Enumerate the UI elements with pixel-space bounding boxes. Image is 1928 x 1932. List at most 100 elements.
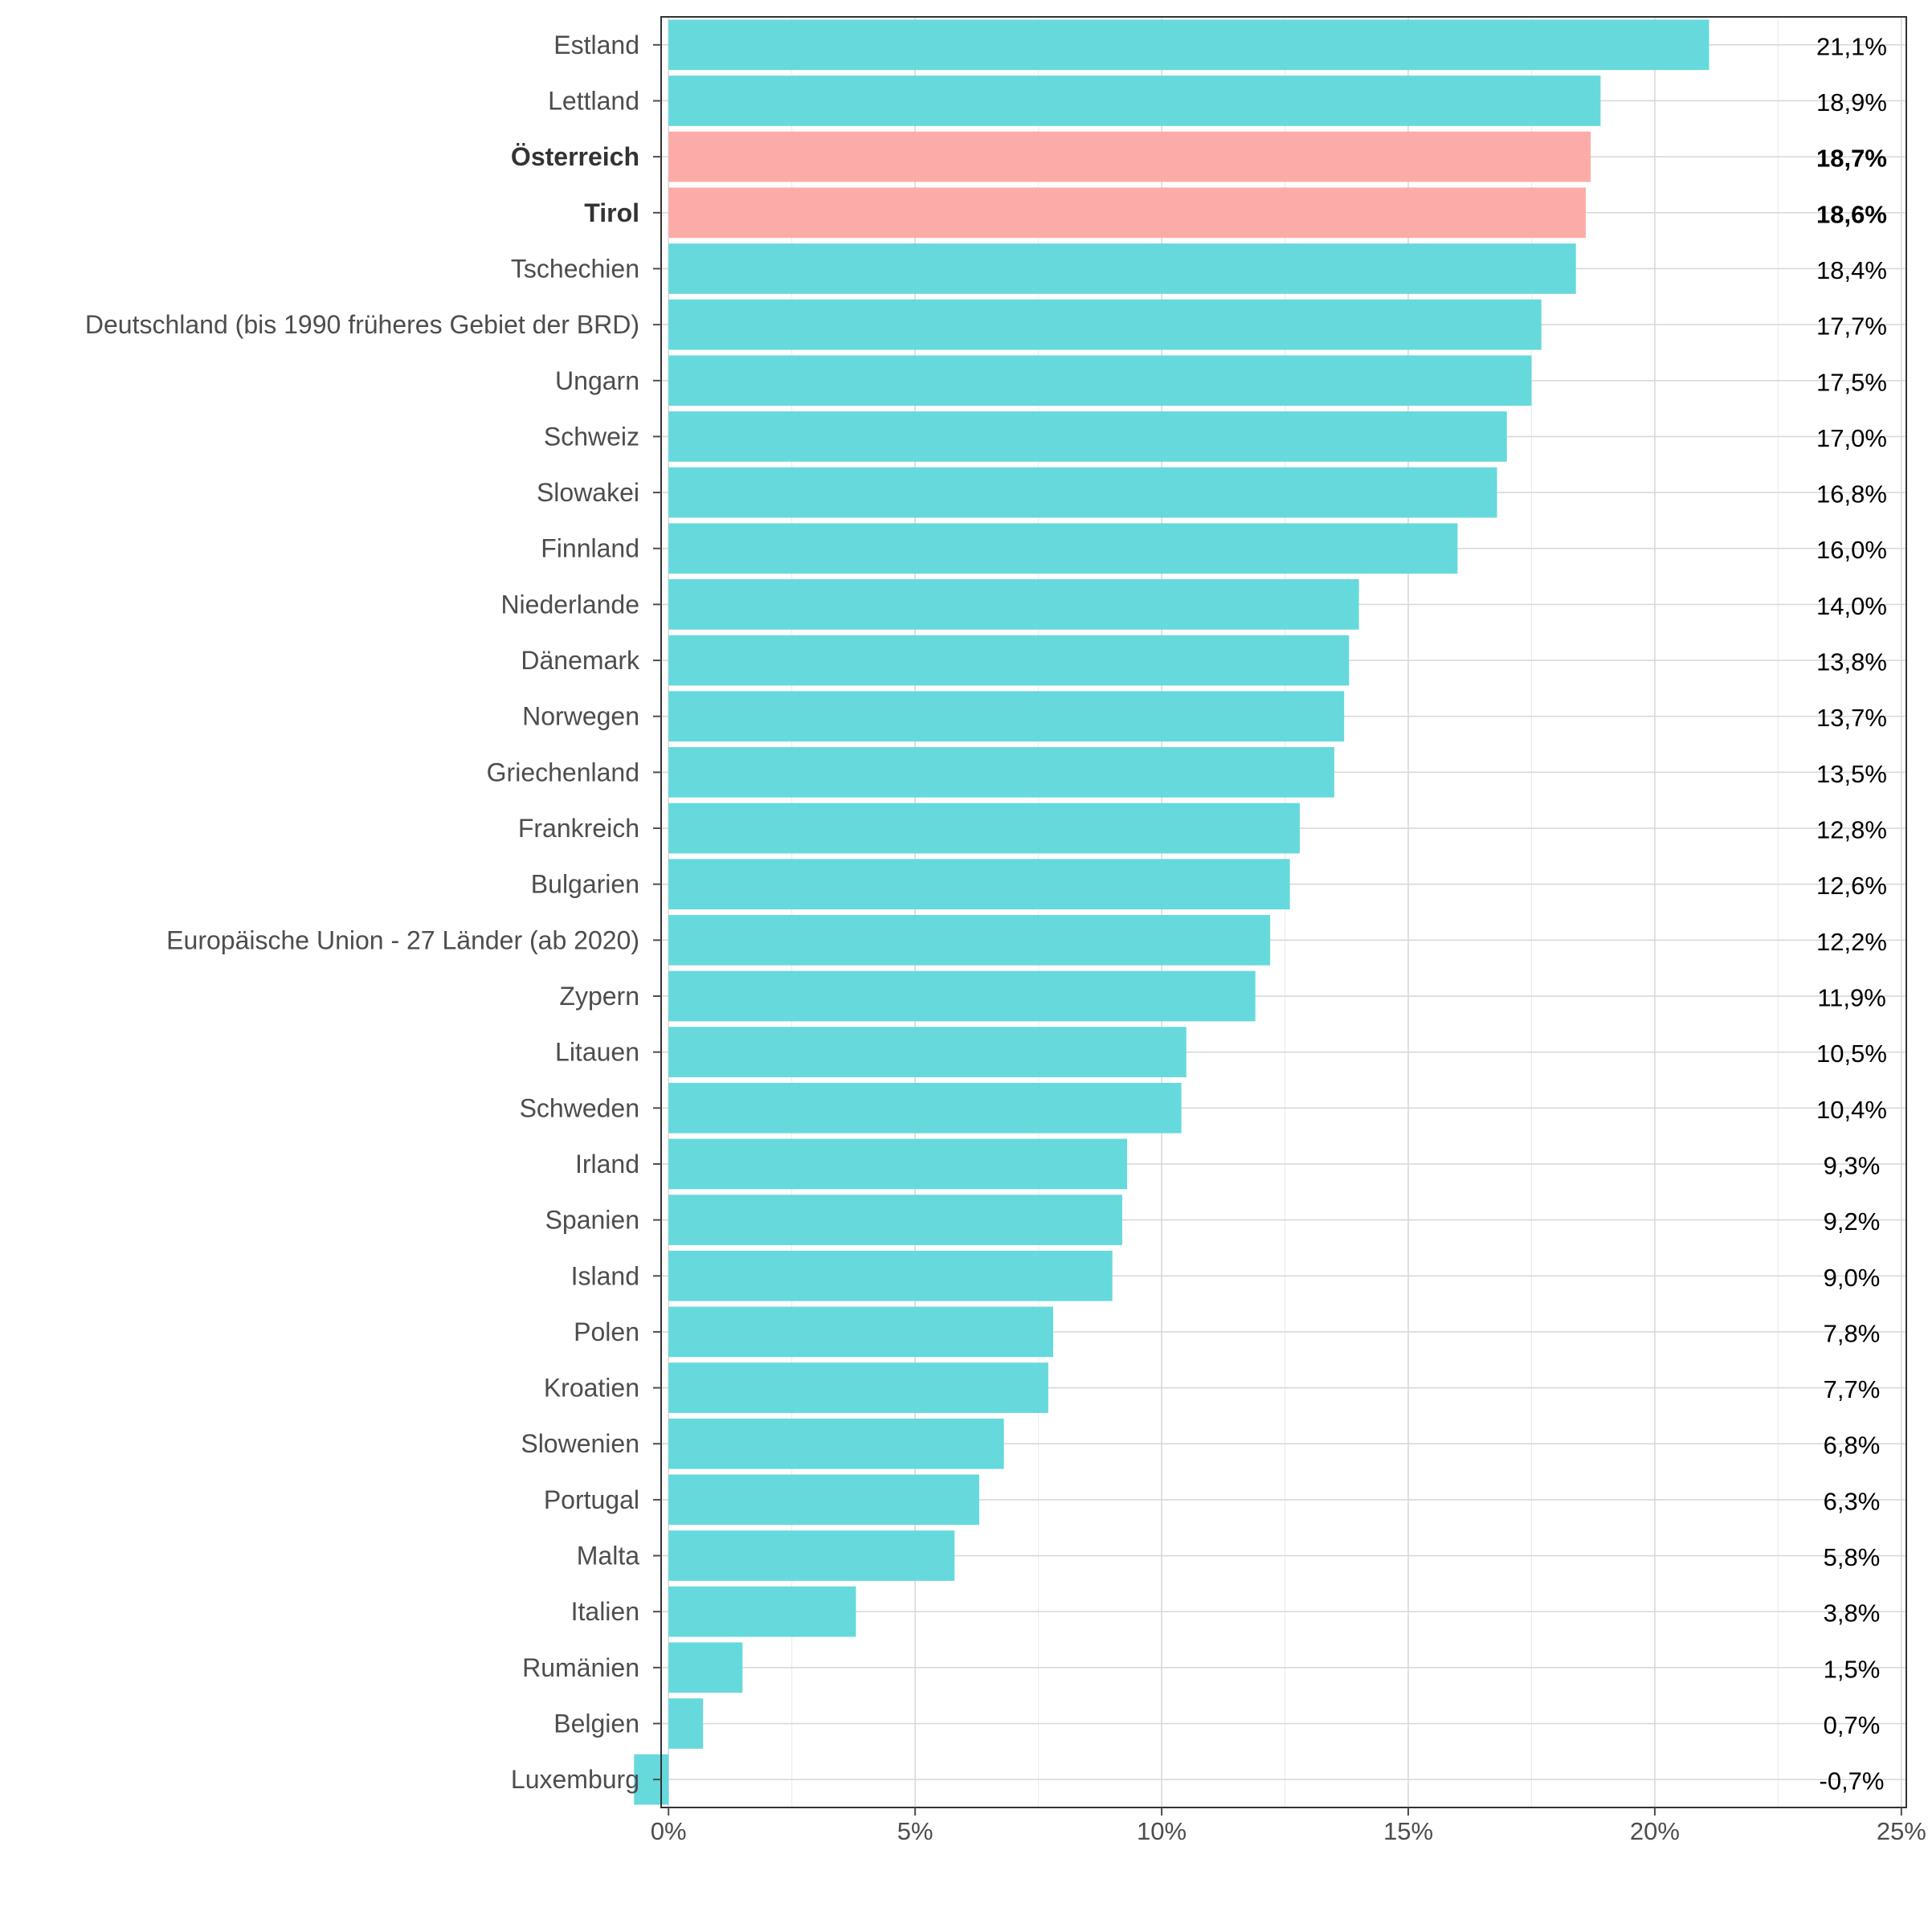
- value-label: 9,2%: [1824, 1207, 1881, 1236]
- bar: [668, 747, 1334, 798]
- value-label: 9,3%: [1824, 1151, 1881, 1179]
- value-label: 18,7%: [1816, 145, 1887, 173]
- axis-layer: 0% 5% 10% 15% 20% 25%: [651, 43, 1926, 1845]
- value-label: 13,7%: [1816, 704, 1887, 732]
- value-label: 17,0%: [1816, 424, 1887, 452]
- bar: [668, 131, 1591, 182]
- value-label: 16,8%: [1816, 480, 1887, 509]
- x-tick-label: 0%: [651, 1817, 687, 1845]
- value-layer: 21,1% 18,9% 18,7% 18,6% 18,4% 17,7% 17,5% 17,0%…: [1816, 32, 1887, 1795]
- value-label: -0,7%: [1820, 1767, 1885, 1795]
- category-label: Polen: [574, 1317, 639, 1346]
- value-label: 5,8%: [1824, 1543, 1881, 1571]
- value-label: 3,8%: [1824, 1599, 1881, 1628]
- x-tick-label: 20%: [1630, 1817, 1680, 1845]
- x-tick-label: 15%: [1383, 1817, 1433, 1845]
- category-label: Belgien: [553, 1709, 639, 1738]
- bar: [668, 859, 1290, 910]
- bar: [668, 635, 1350, 686]
- category-label: Niederlande: [500, 590, 639, 619]
- category-label: Österreich: [511, 142, 639, 171]
- category-label: Finnland: [541, 534, 639, 563]
- bar: [668, 467, 1497, 518]
- bar: [668, 1530, 955, 1581]
- bar: [668, 1138, 1128, 1190]
- value-label: 18,4%: [1816, 256, 1887, 284]
- bar: [668, 914, 1271, 966]
- label-layer: Estland Lettland Österreich Tirol Tschechien…: [85, 31, 640, 1794]
- bar: [668, 970, 1256, 1022]
- bar-layer: [634, 19, 1709, 1805]
- category-label: Irland: [575, 1150, 639, 1178]
- category-label: Dänemark: [521, 646, 640, 675]
- bar: [668, 1474, 979, 1526]
- category-label: Tirol: [584, 198, 639, 227]
- category-label: Europäische Union - 27 Länder (ab 2020): [166, 925, 639, 954]
- value-label: 13,8%: [1816, 648, 1887, 676]
- category-label: Spanien: [545, 1206, 639, 1235]
- value-label: 1,5%: [1824, 1655, 1881, 1683]
- category-label: Kroatien: [544, 1374, 639, 1403]
- value-label: 12,2%: [1816, 928, 1887, 956]
- x-tick-label: 5%: [897, 1817, 933, 1845]
- category-label: Slowakei: [537, 478, 639, 507]
- value-label: 6,3%: [1824, 1487, 1881, 1515]
- category-label: Deutschland (bis 1990 früheres Gebiet de…: [85, 310, 639, 339]
- x-tick-label: 25%: [1877, 1817, 1926, 1845]
- value-label: 10,5%: [1816, 1040, 1887, 1068]
- value-label: 6,8%: [1824, 1432, 1881, 1460]
- value-label: 21,1%: [1816, 32, 1887, 60]
- category-label: Luxemburg: [511, 1765, 639, 1794]
- bar: [668, 1418, 1004, 1469]
- value-label: 12,6%: [1816, 872, 1887, 900]
- bar: [668, 19, 1709, 71]
- value-label: 14,0%: [1816, 592, 1887, 620]
- category-label: Malta: [577, 1542, 639, 1571]
- category-label: Estland: [553, 31, 639, 59]
- value-label: 17,7%: [1816, 312, 1887, 341]
- bar: [668, 803, 1300, 854]
- value-label: 16,0%: [1816, 536, 1887, 564]
- bar: [668, 1642, 743, 1693]
- category-label: Island: [571, 1261, 639, 1290]
- bar: [668, 243, 1576, 294]
- category-label: Italien: [571, 1597, 639, 1626]
- category-label: Ungarn: [555, 366, 639, 395]
- bar: [668, 411, 1507, 462]
- category-label: Zypern: [559, 982, 639, 1011]
- value-label: 12,8%: [1816, 816, 1887, 844]
- category-label: Norwegen: [522, 702, 639, 731]
- bar: [668, 76, 1601, 126]
- bar: [668, 579, 1359, 630]
- value-label: 11,9%: [1817, 983, 1886, 1011]
- category-label: Griechenland: [487, 758, 639, 786]
- bar: [668, 1250, 1113, 1301]
- value-label: 18,6%: [1816, 200, 1887, 228]
- category-label: Tschechien: [511, 254, 639, 283]
- category-label: Lettland: [548, 86, 639, 115]
- bar: [668, 691, 1345, 742]
- category-label: Slowenien: [521, 1429, 639, 1458]
- bar: [668, 1362, 1048, 1413]
- category-label: Rumänien: [522, 1653, 639, 1682]
- category-label: Schweiz: [544, 422, 639, 451]
- category-label: Litauen: [555, 1038, 639, 1067]
- plot-frame: [660, 16, 1907, 1808]
- value-label: 0,7%: [1824, 1711, 1881, 1739]
- bar: [634, 1754, 669, 1805]
- bar: [668, 1082, 1182, 1133]
- value-label: 13,5%: [1816, 760, 1887, 788]
- category-label: Frankreich: [518, 814, 639, 843]
- value-label: 9,0%: [1824, 1264, 1881, 1292]
- bar: [668, 355, 1532, 406]
- value-label: 7,7%: [1824, 1375, 1881, 1403]
- value-label: 7,8%: [1824, 1319, 1881, 1347]
- bar: [668, 187, 1586, 239]
- x-tick-label: 10%: [1137, 1817, 1187, 1845]
- bar: [668, 1306, 1054, 1358]
- value-label: 10,4%: [1816, 1096, 1887, 1124]
- bar: [668, 299, 1542, 350]
- value-label: 18,9%: [1816, 88, 1887, 116]
